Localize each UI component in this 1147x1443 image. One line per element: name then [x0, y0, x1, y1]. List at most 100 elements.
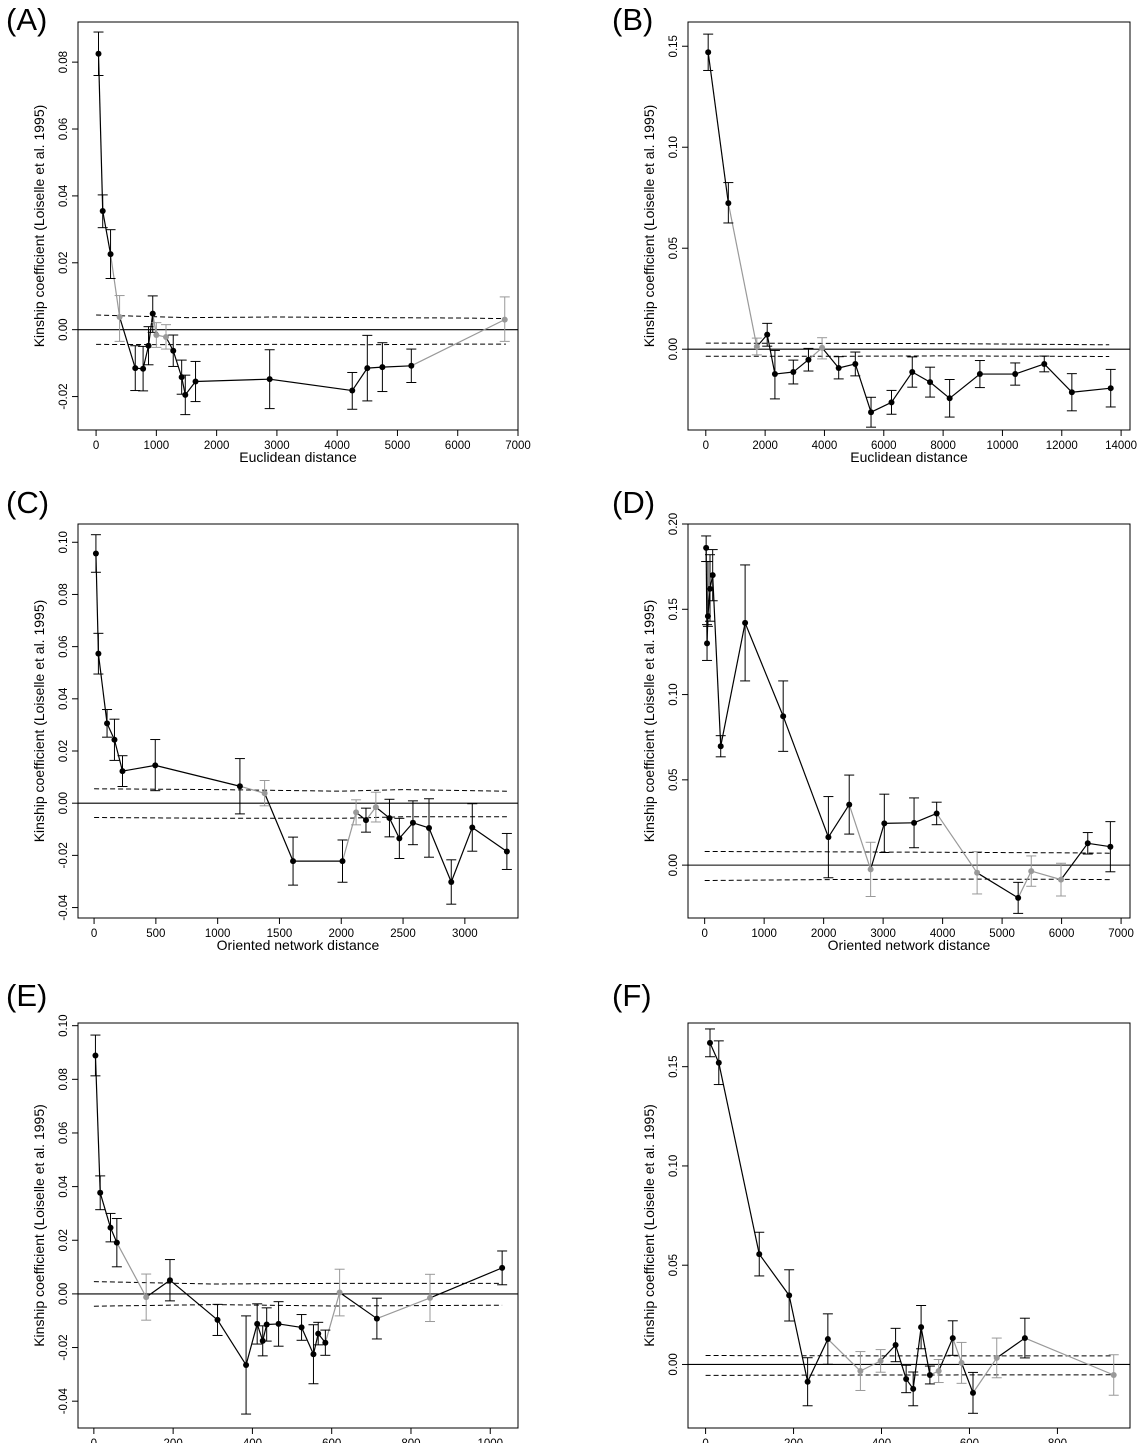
series-segment [911, 371, 931, 383]
data-point-significant [852, 360, 859, 367]
series-segment [912, 1327, 922, 1389]
series-segment [156, 334, 167, 338]
series-segment [376, 1297, 431, 1320]
series-segment [142, 345, 150, 369]
series-segment [106, 723, 116, 741]
envelope-upper [96, 314, 506, 320]
x-tick-label: 14000 [1105, 440, 1137, 452]
series-segment [94, 1055, 101, 1193]
data-point-significant [949, 1335, 956, 1342]
x-tick-label: 3000 [870, 928, 896, 940]
data-point-significant [911, 819, 918, 826]
series-segment [365, 806, 377, 821]
series-segment [720, 622, 746, 747]
x-tick-label: 0 [702, 1438, 708, 1443]
series-segment [181, 377, 186, 396]
data-point-significant [703, 544, 710, 551]
series-segment [412, 822, 430, 829]
series-segment [269, 378, 353, 392]
x-tick-label: 6000 [871, 440, 897, 452]
data-point-significant [706, 1039, 713, 1046]
x-tick-label: 3000 [264, 440, 290, 452]
y-tick-label: 0.02 [58, 740, 70, 762]
data-point-significant [704, 613, 711, 620]
data-point-significant [99, 207, 106, 214]
data-point-significant [756, 1251, 763, 1258]
series-segment [278, 1323, 302, 1329]
data-point-significant [236, 783, 243, 790]
series-segment [217, 1319, 247, 1366]
series-segment [239, 785, 265, 794]
data-point-significant [503, 848, 510, 855]
series-segment [95, 553, 99, 654]
series-segment [301, 1327, 315, 1355]
y-axis-title: Kinship coefficient (Loiselle et al. 199… [641, 105, 657, 348]
x-tick-label: 800 [401, 1438, 420, 1443]
series-segment [870, 823, 885, 870]
series-segment [119, 316, 136, 369]
x-tick-label: 2000 [811, 928, 837, 940]
data-point-significant [1068, 389, 1075, 396]
data-point-significant [178, 374, 185, 381]
y-tick-label: 0.10 [668, 1155, 680, 1177]
data-point-significant [927, 379, 934, 386]
x-tick-label: 0 [703, 440, 709, 452]
series-segment [808, 347, 823, 361]
data-point-significant [909, 369, 916, 376]
data-point-not-significant [819, 344, 826, 351]
x-tick-label: 0 [91, 928, 97, 940]
data-point-significant [149, 310, 156, 317]
data-point-significant [926, 1371, 933, 1378]
x-tick-label: 4000 [324, 440, 350, 452]
x-tick-label: 600 [322, 1438, 341, 1443]
series-segment [165, 336, 174, 352]
series-segment [929, 1370, 939, 1376]
data-point-not-significant [501, 316, 508, 323]
data-point-not-significant [993, 1354, 1000, 1361]
data-point-significant [717, 743, 724, 750]
data-point-significant [469, 824, 476, 831]
y-tick-label: -0.02 [58, 1334, 70, 1360]
data-point-not-significant [261, 790, 268, 797]
data-point-significant [170, 347, 177, 354]
y-tick-label: 0.08 [58, 583, 70, 605]
series-segment [1024, 1337, 1114, 1376]
data-point-significant [448, 878, 455, 885]
data-point-significant [97, 1189, 104, 1196]
x-tick-label: 0 [91, 1438, 97, 1443]
data-point-significant [1012, 371, 1019, 378]
data-point-significant [95, 650, 102, 657]
data-point-significant [140, 365, 147, 372]
data-point-significant [786, 1292, 793, 1299]
y-tick-label: 0.02 [58, 1229, 70, 1251]
data-point-significant [259, 1337, 266, 1344]
data-point-not-significant [163, 334, 169, 341]
y-tick-label: 0.04 [58, 184, 70, 207]
data-point-significant [379, 364, 386, 371]
x-axis-title: Oriented network distance [217, 937, 380, 953]
series-segment [1015, 363, 1045, 375]
data-point-significant [409, 819, 416, 826]
series-segment [792, 359, 809, 373]
data-point-significant [705, 49, 712, 56]
series-segment [807, 1338, 829, 1382]
data-point-significant [92, 550, 99, 557]
data-point-significant [132, 365, 139, 372]
panel-label-b: (B) [612, 2, 654, 37]
data-point-not-significant [877, 1357, 884, 1364]
series-segment [264, 793, 294, 862]
y-tick-label: -0.04 [58, 894, 70, 921]
x-tick-label: 400 [243, 1438, 262, 1443]
data-point-significant [298, 1324, 305, 1331]
data-point-significant [315, 1330, 322, 1337]
envelope-lower [705, 1374, 1114, 1376]
data-point-significant [362, 817, 369, 824]
data-point-significant [1084, 840, 1091, 847]
series-segment [905, 1378, 914, 1390]
series-segment [705, 547, 708, 644]
data-point-significant [790, 369, 797, 376]
data-point-significant [243, 1361, 250, 1368]
data-point-significant [804, 1378, 811, 1385]
